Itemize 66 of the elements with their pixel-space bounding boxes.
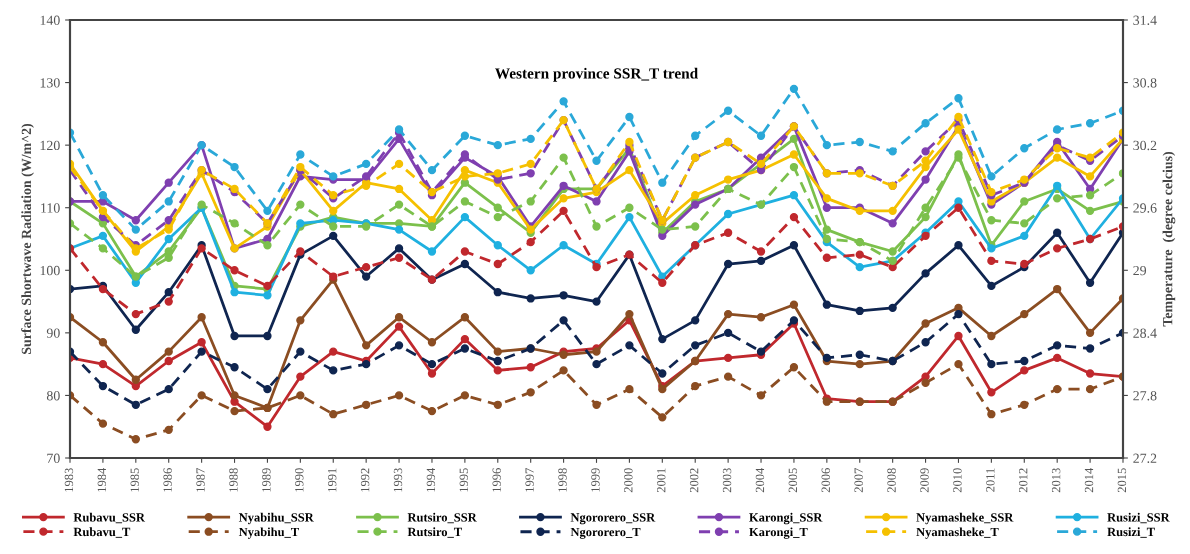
y-tick-label: 120 bbox=[40, 140, 60, 151]
x-tick-label: 1993 bbox=[393, 468, 403, 492]
y-tick-label: 70 bbox=[47, 453, 60, 463]
x-tick-label: 1999 bbox=[591, 468, 600, 492]
x-tick-label: 1984 bbox=[97, 467, 107, 492]
x-tick-label: 1986 bbox=[163, 468, 172, 492]
x-tick-label: 1987 bbox=[196, 468, 205, 492]
x-tick-label: 1994 bbox=[426, 467, 436, 492]
y2-tick-label: 29 bbox=[1133, 265, 1147, 276]
x-tick-label: 2011 bbox=[986, 468, 995, 492]
x-tick-label: 2002 bbox=[689, 468, 699, 493]
x-tick-label: 2005 bbox=[788, 468, 798, 493]
text: Western province SSR_T trend bbox=[495, 67, 698, 82]
x-tick-label: 1998 bbox=[558, 468, 567, 492]
legend-label: Nyamasheke_SSR bbox=[916, 512, 1014, 525]
x-tick-label: 2015 bbox=[1117, 468, 1127, 493]
x-tick-label: 1992 bbox=[360, 468, 370, 492]
x-tick-label: 2014 bbox=[1084, 467, 1094, 493]
x-tick-label: 2006 bbox=[821, 468, 830, 493]
x-tick-label: 1995 bbox=[459, 468, 468, 492]
legend-label: Rutsiro_SSR bbox=[407, 512, 477, 524]
legend-label: Ngororero_SSR bbox=[570, 513, 656, 525]
x-tick-label: 1983 bbox=[64, 468, 74, 492]
legend-label: Karongi_T bbox=[749, 527, 808, 539]
x-tick-label: 2003 bbox=[722, 468, 732, 493]
legend-label: Ngororero_T bbox=[570, 527, 641, 539]
y2-tick-label: 30.2 bbox=[1133, 140, 1157, 151]
legend-label: Rubavu_SSR bbox=[73, 512, 146, 524]
x-tick-label: 2001 bbox=[657, 468, 666, 493]
x-tick-label: 1988 bbox=[229, 468, 238, 492]
y2-tick-label: 27.2 bbox=[1133, 453, 1157, 464]
x-tick-label: 1990 bbox=[295, 468, 304, 492]
y-tick-label: 140 bbox=[40, 15, 60, 25]
legend-label: Nyabihu_SSR bbox=[238, 512, 314, 525]
y-axis-title: Surface Shortwave Radiation (W/m^2) bbox=[21, 123, 34, 354]
y2-tick-label: 27.8 bbox=[1133, 391, 1157, 401]
x-tick-label: 2007 bbox=[854, 468, 863, 493]
legend-label: Karongi_SSR bbox=[749, 512, 823, 525]
y-tick-label: 90 bbox=[46, 328, 60, 338]
x-tick-label: 1991 bbox=[327, 468, 337, 492]
x-tick-label: 2008 bbox=[887, 468, 896, 493]
y-tick-label: 100 bbox=[40, 265, 60, 276]
legend-label: Rubavu_T bbox=[73, 527, 131, 538]
x-tick-label: 2012 bbox=[1018, 468, 1028, 493]
y-tick-label: 130 bbox=[40, 78, 60, 88]
y2-tick-label: 30.8 bbox=[1133, 78, 1157, 88]
legend-label: Nyabihu_T bbox=[238, 527, 299, 539]
x-tick-label: 1997 bbox=[525, 468, 534, 492]
legend-label: Nyamasheke_T bbox=[916, 527, 999, 539]
y-tick-label: 80 bbox=[46, 391, 60, 401]
x-tick-label: 1989 bbox=[262, 468, 271, 492]
y2-tick-label: 28.4 bbox=[1133, 328, 1157, 338]
x-tick-label: 2004 bbox=[755, 467, 765, 493]
x-tick-label: 2000 bbox=[624, 468, 633, 493]
legend-label: Rutsiro_T bbox=[407, 527, 462, 538]
y-tick-label: 110 bbox=[41, 203, 60, 213]
y2-tick-label: 29.6 bbox=[1133, 203, 1157, 213]
x-tick-label: 2013 bbox=[1051, 468, 1061, 493]
x-tick-label: 1996 bbox=[492, 468, 501, 492]
legend-label: Rusizi_SSR bbox=[1107, 512, 1170, 524]
y2-axis-title: Temperature (degree celcius) bbox=[1162, 151, 1176, 327]
y2-tick-label: 31.4 bbox=[1133, 15, 1157, 26]
legend-label: Rusizi_T bbox=[1107, 527, 1155, 538]
x-tick-label: 2009 bbox=[920, 468, 929, 493]
x-tick-label: 1985 bbox=[130, 468, 139, 492]
x-tick-label: 2010 bbox=[953, 468, 962, 493]
